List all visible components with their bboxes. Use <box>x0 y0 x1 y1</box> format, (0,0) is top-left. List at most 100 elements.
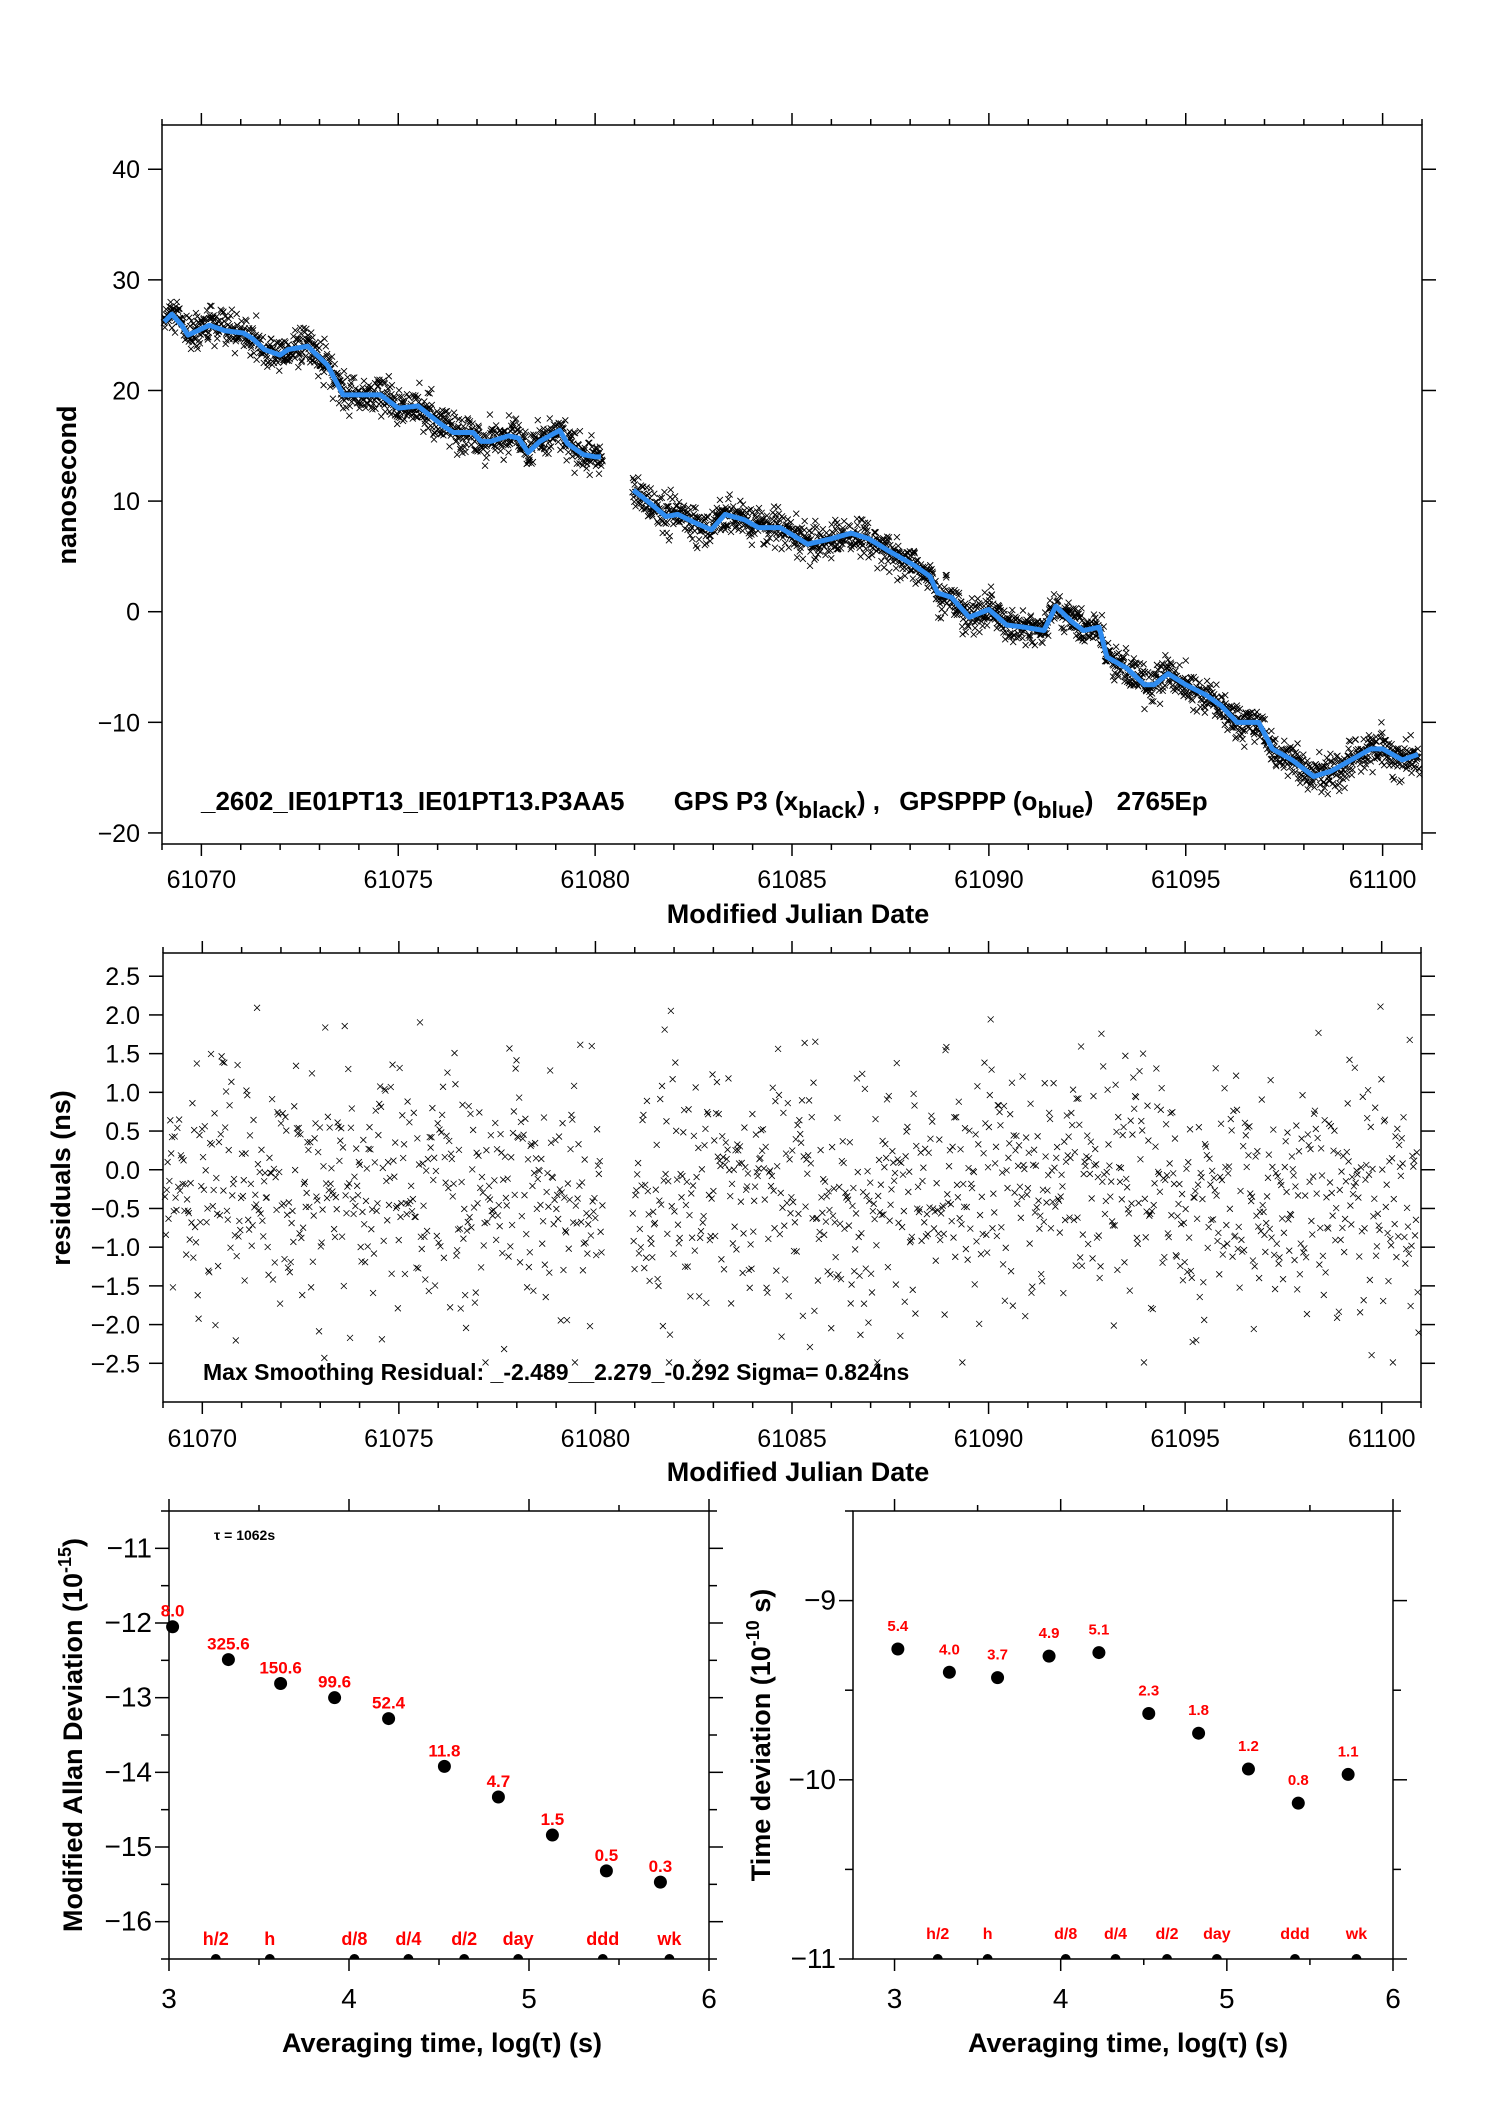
y-tick-label: 0.5 <box>105 1118 140 1146</box>
residual-point <box>327 1180 334 1188</box>
residual-point <box>1166 1160 1173 1167</box>
residual-point <box>1371 1104 1379 1111</box>
residual-point <box>559 1119 566 1127</box>
residual-point <box>279 1109 287 1117</box>
residual-point <box>696 1234 704 1242</box>
y-tick-label: 20 <box>112 377 140 405</box>
residual-point <box>569 1116 576 1123</box>
raw-point <box>534 416 542 424</box>
residual-point <box>364 1243 372 1250</box>
raw-point <box>395 387 403 394</box>
residual-point <box>1092 1161 1100 1168</box>
residual-point <box>201 1122 209 1130</box>
residual-point <box>1122 1175 1130 1183</box>
raw-point <box>545 444 553 452</box>
residual-point <box>1129 1131 1136 1138</box>
residual-point <box>1262 1248 1269 1256</box>
raw-point <box>886 568 893 576</box>
residual-point <box>1085 1154 1093 1162</box>
x-tick-label: 4 <box>341 1983 357 2014</box>
residual-point <box>1357 1164 1365 1171</box>
raw-point <box>220 308 227 315</box>
residual-point <box>1154 1168 1162 1176</box>
residual-point <box>730 1166 738 1173</box>
residual-point <box>1162 1120 1170 1128</box>
raw-point <box>335 399 343 407</box>
residual-point <box>423 1227 431 1235</box>
residual-point <box>1157 1106 1165 1114</box>
residual-point <box>746 1284 754 1292</box>
raw-point <box>1241 743 1248 750</box>
residual-point <box>786 1156 793 1163</box>
residual-point <box>682 1201 690 1209</box>
residual-point <box>239 1192 247 1200</box>
raw-point <box>1407 731 1415 739</box>
raw-point <box>205 329 213 337</box>
residual-point <box>204 1205 211 1212</box>
residual-point <box>990 1190 997 1197</box>
residual-point <box>1261 1231 1268 1239</box>
raw-point <box>200 316 207 323</box>
raw-point <box>1253 708 1261 716</box>
residual-point <box>1181 1258 1188 1266</box>
raw-point <box>323 350 331 358</box>
residual-point <box>674 1221 682 1228</box>
residual-point <box>1188 1274 1196 1282</box>
raw-point <box>1112 643 1120 651</box>
raw-point <box>267 335 275 342</box>
x-tick-label: 61095 <box>1151 866 1221 894</box>
residual-point <box>478 1173 486 1181</box>
residual-point <box>512 1065 519 1072</box>
residual-point <box>1404 1223 1412 1230</box>
residual-point <box>1156 1188 1164 1196</box>
raw-point <box>299 348 306 356</box>
raw-point <box>1009 638 1017 646</box>
raw-point <box>509 419 517 427</box>
residual-point <box>648 1240 655 1248</box>
residual-point <box>850 1267 858 1275</box>
residual-point <box>1388 1155 1396 1162</box>
residual-point <box>691 1247 699 1254</box>
residual-point <box>769 1084 777 1092</box>
residual-point <box>806 1343 814 1351</box>
raw-point <box>647 485 655 492</box>
residual-point <box>580 1240 588 1247</box>
residual-point <box>663 1118 670 1125</box>
residual-point <box>220 1187 227 1194</box>
residual-point <box>422 1276 429 1283</box>
residual-point <box>259 1217 266 1225</box>
raw-point <box>958 623 966 630</box>
raw-point <box>692 504 699 512</box>
residual-point <box>740 1230 747 1237</box>
interval-label: h <box>983 1926 993 1943</box>
residual-point <box>453 1252 460 1260</box>
raw-point <box>793 542 801 550</box>
residual-point <box>904 1123 911 1131</box>
residual-point <box>867 1270 875 1278</box>
residual-point <box>1021 1312 1029 1320</box>
residual-point <box>1192 1187 1199 1195</box>
raw-point <box>416 379 423 387</box>
residual-point <box>1333 1314 1341 1322</box>
raw-point <box>735 526 742 533</box>
point-label: 0.5 <box>595 1846 619 1865</box>
residual-point <box>882 1154 890 1162</box>
raw-point <box>227 312 234 319</box>
residual-point <box>253 1004 261 1012</box>
residual-point <box>1355 1253 1363 1260</box>
deviation-point <box>1241 1762 1255 1776</box>
residual-point <box>592 1214 599 1222</box>
residual-point <box>1205 1223 1212 1231</box>
residual-point <box>1116 1178 1124 1186</box>
residual-point <box>1246 1123 1253 1130</box>
residual-point <box>1317 1145 1325 1152</box>
residual-point <box>812 1038 819 1046</box>
raw-point <box>573 460 581 468</box>
raw-point <box>737 497 744 505</box>
residual-point <box>635 1250 643 1257</box>
top-annotation: _2602_IE01PT13_IE01PT13.P3AA5 GPS P3 (xb… <box>200 786 1208 823</box>
residual-point <box>890 1177 898 1185</box>
raw-point <box>464 416 472 424</box>
residual-point <box>633 1171 641 1178</box>
residual-point <box>1326 1179 1334 1186</box>
